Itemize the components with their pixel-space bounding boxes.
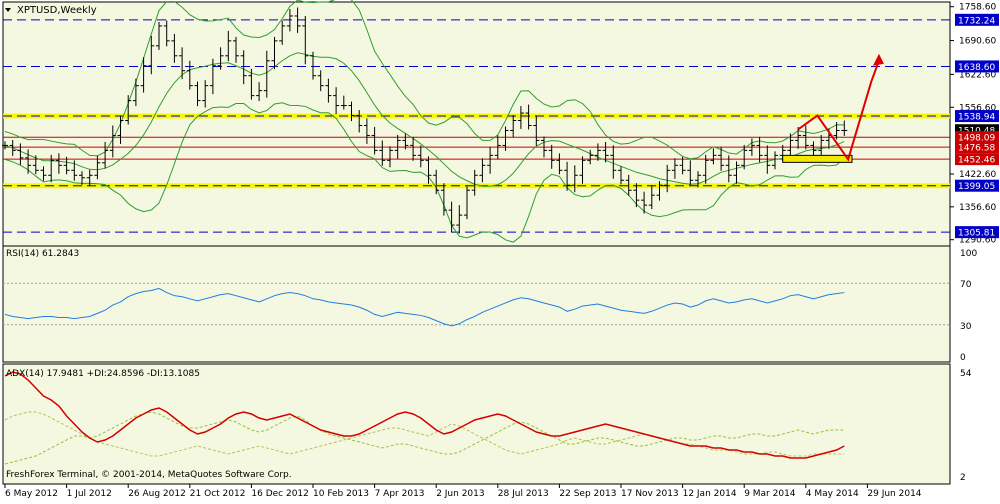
price-badge-label: 1452.46 [958, 156, 995, 166]
support-zone [782, 154, 853, 163]
time-tick-label: 17 Nov 2013 [621, 489, 679, 499]
price-badge [955, 124, 999, 137]
time-tick-label: 6 May 2012 [5, 489, 58, 499]
panel-menu-icon[interactable] [5, 8, 11, 12]
adx-tick-label: 2 [960, 473, 966, 483]
rsi-tick-label: 100 [960, 249, 977, 259]
price-badge-label: 1476.58 [958, 144, 995, 154]
price-badge-label: 1498.09 [958, 134, 995, 144]
price-tick-label: 1690.60 [959, 37, 996, 47]
time-tick-label: 29 Jun 2014 [867, 489, 921, 499]
forecast-arrowhead-icon [872, 53, 884, 66]
adx-label: ADX(14) 17.9481 +DI:24.8596 -DI:13.1085 [6, 369, 200, 379]
price-badge [955, 110, 999, 123]
time-tick-label: 12 Jan 2014 [683, 489, 737, 499]
time-tick-label: 4 May 2014 [806, 489, 859, 499]
time-tick-label: 22 Sep 2013 [559, 489, 616, 499]
price-badge-label: 1638.60 [958, 63, 995, 73]
time-tick-label: 9 Mar 2014 [744, 489, 796, 499]
time-tick-label: 26 Aug 2012 [128, 489, 186, 499]
time-tick-label: 10 Feb 2013 [313, 489, 369, 499]
time-tick-label: 16 Dec 2012 [251, 489, 309, 499]
adx-tick-label: 54 [960, 369, 972, 379]
rsi-tick-label: 30 [960, 322, 972, 332]
price-badge [955, 13, 999, 26]
forecast-arrow [797, 60, 880, 162]
price-tick-label: 1422.60 [959, 170, 996, 180]
time-tick-label: 1 Jul 2012 [67, 489, 112, 499]
price-tick-label: 1758.60 [959, 3, 996, 13]
time-tick-label: 7 Apr 2013 [375, 489, 425, 499]
price-badge-label: 1538.94 [958, 113, 995, 123]
price-badge [955, 141, 999, 154]
chart-title: XPTUSD,Weekly [17, 5, 97, 16]
rsi-tick-label: 0 [960, 353, 966, 363]
rsi-line [4, 287, 845, 327]
price-badge-label: 1305.81 [958, 229, 995, 239]
price-tick-label: 1356.60 [959, 203, 996, 213]
bollinger-band [4, 102, 845, 243]
price-badge [955, 153, 999, 166]
bollinger-band [4, 52, 845, 187]
price-tick-label: 1622.60 [959, 70, 996, 80]
price-badge-label: 1399.05 [958, 182, 995, 192]
time-tick-label: 2 Jun 2013 [436, 489, 484, 499]
price-tick-label: 1290.60 [959, 236, 996, 246]
price-badge [955, 226, 999, 239]
rsi-tick-label: 70 [960, 280, 972, 290]
price-tick-label: 1556.60 [959, 103, 996, 113]
bollinger-band [4, 0, 845, 160]
copyright-text: FreshForex Terminal, © 2001-2014, MetaQu… [6, 470, 292, 480]
adx-panel [2, 363, 951, 485]
time-tick-label: 21 Oct 2012 [190, 489, 246, 499]
di-minus-line [4, 411, 845, 457]
rsi-label: RSI(14) 61.2843 [6, 249, 79, 259]
price-badge [955, 179, 999, 192]
price-badge-label: 1732.24 [958, 16, 995, 26]
price-badge [955, 60, 999, 73]
time-tick-label: 28 Jul 2013 [498, 489, 549, 499]
adx-line [4, 371, 845, 459]
price-panel [2, 1, 951, 247]
rsi-panel [2, 245, 951, 363]
price-badge [955, 131, 999, 144]
